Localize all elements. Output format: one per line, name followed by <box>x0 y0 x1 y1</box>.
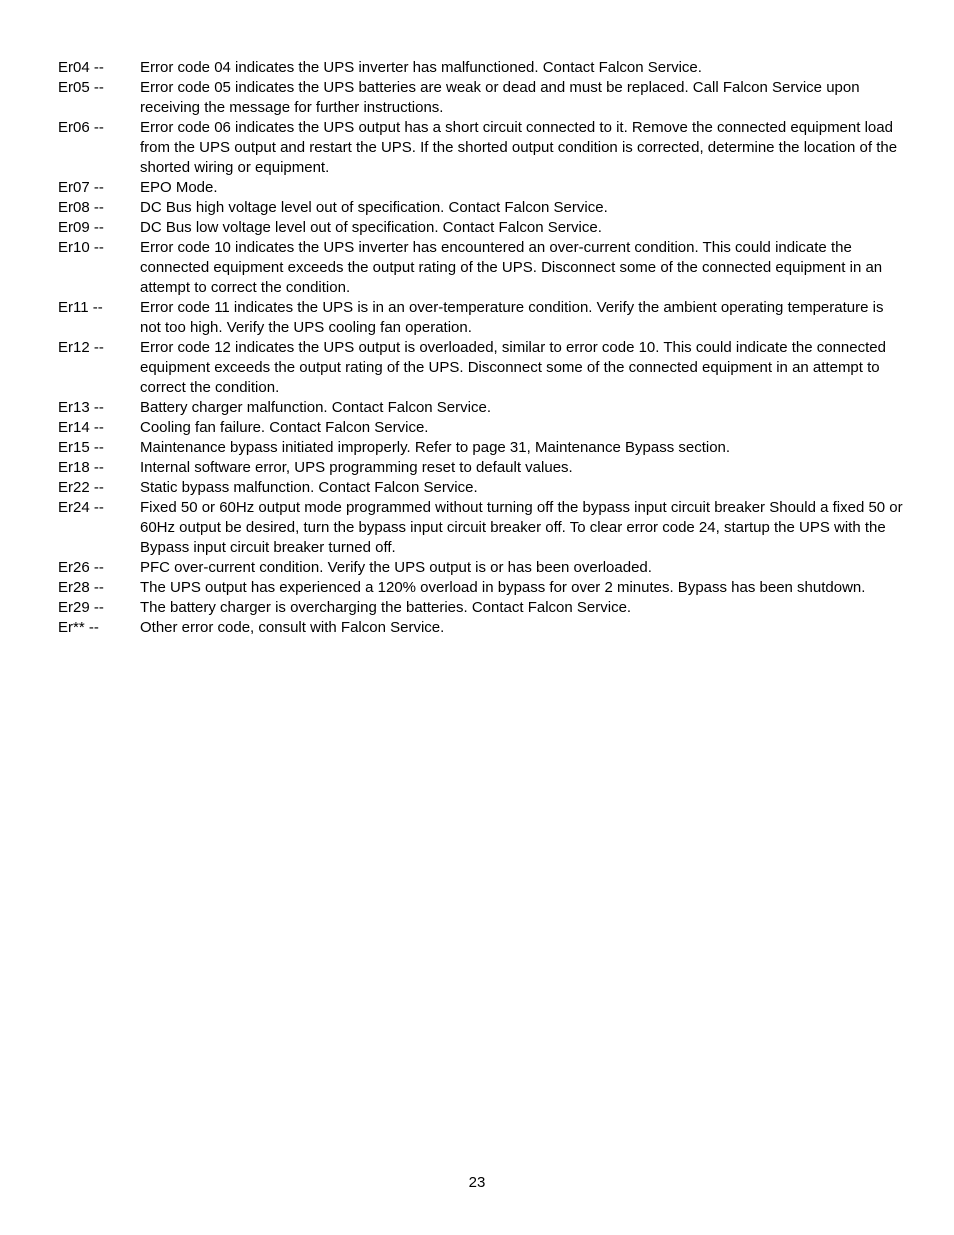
error-description: EPO Mode. <box>140 178 906 198</box>
error-code-label: Er18 -- <box>58 458 140 478</box>
error-row: Er26 --PFC over-current condition. Verif… <box>58 558 906 578</box>
error-description: Error code 04 indicates the UPS inverter… <box>140 58 906 78</box>
error-description: Cooling fan failure. Contact Falcon Serv… <box>140 418 906 438</box>
error-row: Er09 --DC Bus low voltage level out of s… <box>58 218 906 238</box>
error-code-label: Er10 -- <box>58 238 140 258</box>
error-description: DC Bus high voltage level out of specifi… <box>140 198 906 218</box>
error-row: Er15 --Maintenance bypass initiated impr… <box>58 438 906 458</box>
error-row: Er04 --Error code 04 indicates the UPS i… <box>58 58 906 78</box>
error-description: Internal software error, UPS programming… <box>140 458 906 478</box>
error-row: Er10 --Error code 10 indicates the UPS i… <box>58 238 906 298</box>
error-description: PFC over-current condition. Verify the U… <box>140 558 906 578</box>
error-code-label: Er29 -- <box>58 598 140 618</box>
error-code-label: Er05 -- <box>58 78 140 98</box>
error-row: Er07 --EPO Mode. <box>58 178 906 198</box>
error-row: Er24 --Fixed 50 or 60Hz output mode prog… <box>58 498 906 558</box>
error-description: Error code 10 indicates the UPS inverter… <box>140 238 906 298</box>
error-code-label: Er** -- <box>58 618 140 638</box>
error-description: Error code 06 indicates the UPS output h… <box>140 118 906 178</box>
error-description: Battery charger malfunction. Contact Fal… <box>140 398 906 418</box>
error-code-label: Er07 -- <box>58 178 140 198</box>
error-row: Er28 --The UPS output has experienced a … <box>58 578 906 598</box>
error-description: Error code 12 indicates the UPS output i… <box>140 338 906 398</box>
error-code-label: Er09 -- <box>58 218 140 238</box>
error-code-label: Er26 -- <box>58 558 140 578</box>
error-row: Er14 --Cooling fan failure. Contact Falc… <box>58 418 906 438</box>
error-code-label: Er15 -- <box>58 438 140 458</box>
error-code-label: Er04 -- <box>58 58 140 78</box>
error-code-label: Er24 -- <box>58 498 140 518</box>
error-description: The UPS output has experienced a 120% ov… <box>140 578 906 598</box>
error-code-label: Er13 -- <box>58 398 140 418</box>
error-row: Er** --Other error code, consult with Fa… <box>58 618 906 638</box>
error-description: Other error code, consult with Falcon Se… <box>140 618 906 638</box>
error-code-label: Er08 -- <box>58 198 140 218</box>
error-description: Maintenance bypass initiated improperly.… <box>140 438 906 458</box>
error-description: Error code 05 indicates the UPS batterie… <box>140 78 906 118</box>
error-description: Fixed 50 or 60Hz output mode programmed … <box>140 498 906 558</box>
error-code-label: Er12 -- <box>58 338 140 358</box>
error-row: Er13 --Battery charger malfunction. Cont… <box>58 398 906 418</box>
error-code-label: Er06 -- <box>58 118 140 138</box>
error-row: Er05 --Error code 05 indicates the UPS b… <box>58 78 906 118</box>
error-code-label: Er11 -- <box>58 298 140 318</box>
error-code-label: Er14 -- <box>58 418 140 438</box>
error-code-label: Er22 -- <box>58 478 140 498</box>
error-description: The battery charger is overcharging the … <box>140 598 906 618</box>
error-row: Er11 --Error code 11 indicates the UPS i… <box>58 298 906 338</box>
error-description: DC Bus low voltage level out of specific… <box>140 218 906 238</box>
error-description: Static bypass malfunction. Contact Falco… <box>140 478 906 498</box>
error-description: Error code 11 indicates the UPS is in an… <box>140 298 906 338</box>
error-row: Er06 --Error code 06 indicates the UPS o… <box>58 118 906 178</box>
error-row: Er12 --Error code 12 indicates the UPS o… <box>58 338 906 398</box>
error-code-label: Er28 -- <box>58 578 140 598</box>
error-row: Er29 --The battery charger is overchargi… <box>58 598 906 618</box>
error-row: Er18 --Internal software error, UPS prog… <box>58 458 906 478</box>
error-row: Er22 --Static bypass malfunction. Contac… <box>58 478 906 498</box>
error-row: Er08 --DC Bus high voltage level out of … <box>58 198 906 218</box>
page-number: 23 <box>0 1174 954 1191</box>
error-code-list: Er04 --Error code 04 indicates the UPS i… <box>58 58 906 638</box>
